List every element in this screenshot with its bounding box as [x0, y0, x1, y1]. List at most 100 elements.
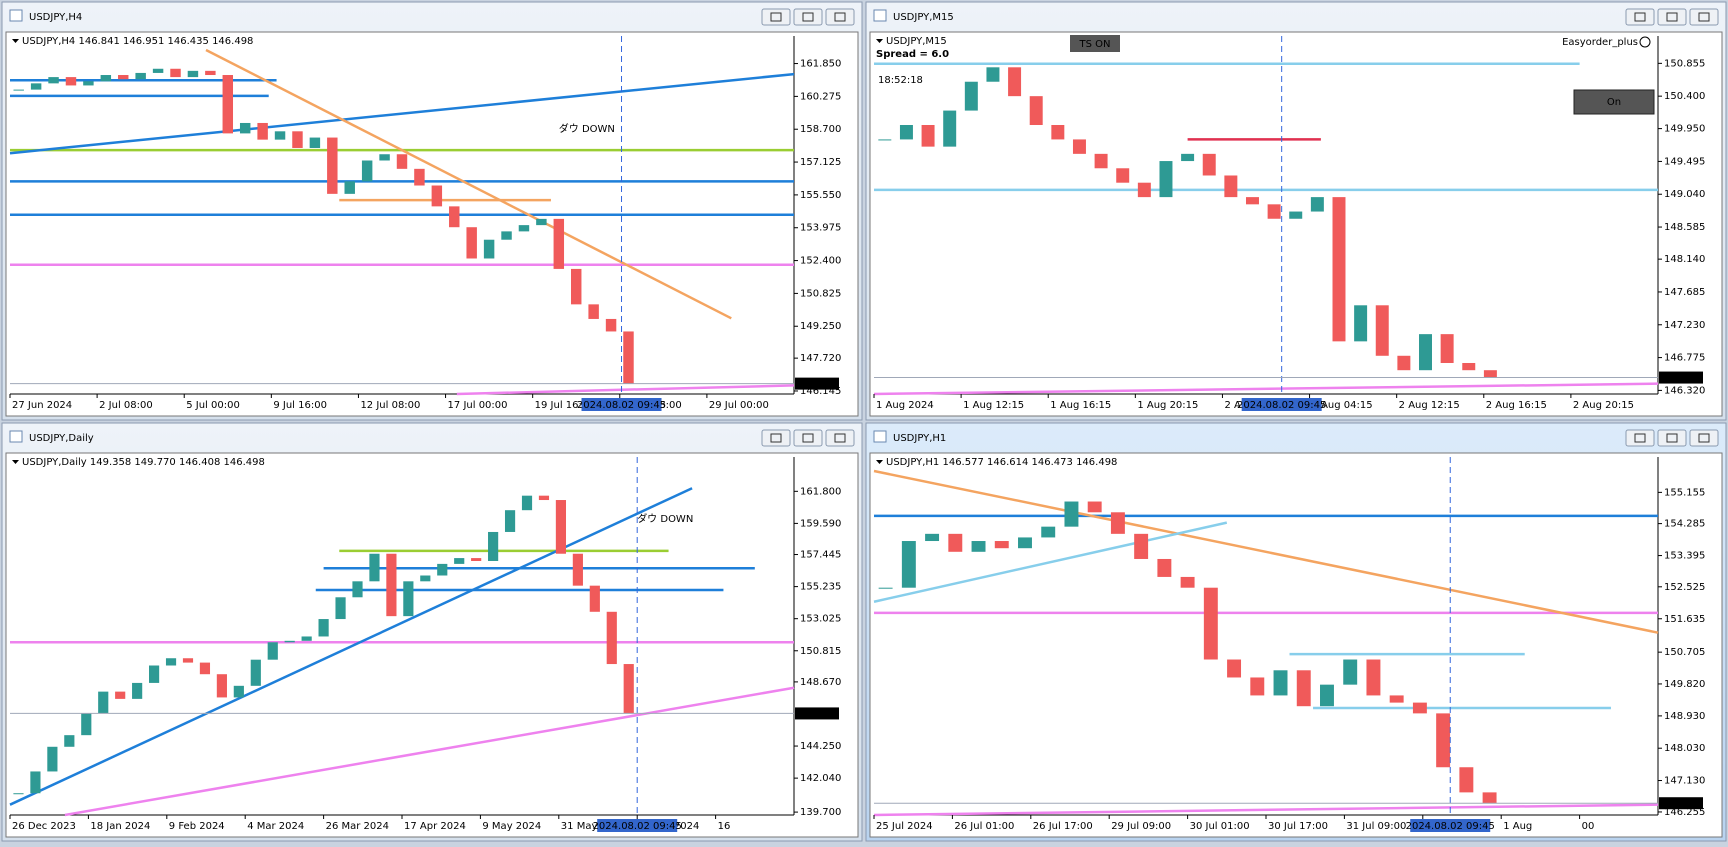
chart-area [5, 31, 859, 417]
x-tick-label: 9 Feb 2024 [169, 821, 225, 832]
candle [1245, 197, 1259, 205]
candle [1320, 684, 1334, 707]
candle [132, 682, 143, 699]
last-price-label: 146.498 [798, 379, 839, 390]
candle [327, 137, 338, 194]
y-tick-label: 146.775 [1664, 353, 1705, 364]
candle [1397, 355, 1411, 371]
y-tick-label: 149.250 [800, 321, 841, 332]
candle [83, 81, 94, 86]
candle [948, 533, 963, 552]
candle [504, 510, 516, 532]
close-glyph [834, 12, 846, 22]
candle [1296, 670, 1311, 707]
candle [309, 137, 321, 148]
x-tick-label: 12 Jul 08:00 [360, 400, 420, 411]
y-tick-label: 149.495 [1664, 156, 1705, 167]
x-tick-label: 31 Jul 09:00 [1346, 821, 1406, 832]
candle [538, 495, 550, 501]
window-title: USDJPY,H4 [29, 12, 82, 23]
maximize-button[interactable] [1657, 429, 1687, 447]
candle [257, 122, 268, 140]
close-button[interactable] [1689, 429, 1719, 447]
candle [1072, 139, 1086, 154]
chart-header: USDJPY,H4 146.841 146.951 146.435 146.49… [22, 36, 253, 47]
candle [536, 218, 547, 226]
candle [1087, 501, 1102, 513]
candle [233, 685, 244, 698]
candle [623, 664, 634, 714]
maximize-button[interactable] [793, 429, 823, 447]
candle [943, 110, 957, 147]
close-button[interactable] [825, 429, 855, 447]
x-tick-label: 4 Mar 2024 [247, 821, 304, 832]
x-tick-label: 30 Jul 01:00 [1190, 821, 1250, 832]
candle [994, 541, 1009, 549]
y-tick-label: 161.850 [800, 59, 841, 70]
candle [964, 81, 978, 111]
y-tick-label: 146.320 [1664, 385, 1705, 396]
minimize-button[interactable] [761, 8, 791, 26]
x-tick-label: 26 Jul 17:00 [1033, 821, 1093, 832]
y-tick-label: 147.720 [800, 353, 841, 364]
x-tick-label: 2 Aug 20:15 [1573, 400, 1634, 411]
maximize-button[interactable] [1657, 8, 1687, 26]
candle [1366, 659, 1381, 696]
ts-button[interactable] [1070, 35, 1120, 52]
y-tick-label: 148.030 [1664, 743, 1705, 754]
candle [239, 122, 251, 134]
candle [454, 558, 465, 564]
minimize-glyph [770, 433, 782, 443]
maximize-glyph [802, 433, 814, 443]
x-tick-label: 9 Jul 16:00 [273, 400, 327, 411]
close-button[interactable] [825, 8, 855, 26]
on-button[interactable] [1573, 89, 1655, 115]
chart-window: USDJPY,H4 USDJPY,H4 146.841 146.951 146.4… [1, 1, 863, 421]
x-tick-label: 30 Jul 17:00 [1268, 821, 1328, 832]
candle [570, 268, 582, 305]
candle [518, 225, 530, 232]
candle [1227, 659, 1242, 678]
candle [369, 553, 380, 582]
candle [414, 168, 425, 186]
candle [1051, 125, 1065, 140]
y-tick-label: 150.855 [1664, 58, 1705, 69]
y-tick-label: 147.685 [1664, 287, 1705, 298]
y-tick-label: 149.820 [1664, 679, 1705, 690]
y-tick-label: 161.800 [800, 486, 841, 497]
maximize-button[interactable] [793, 8, 823, 26]
maximize-glyph [1666, 12, 1678, 22]
minimize-button[interactable] [1625, 429, 1655, 447]
candle [878, 587, 893, 589]
candle [216, 674, 227, 698]
candle [30, 83, 42, 90]
candle [1459, 767, 1474, 793]
x-tick-label: 25 Jul 2024 [876, 821, 933, 832]
candle [1008, 67, 1022, 97]
candle [403, 581, 414, 617]
y-tick-label: 154.285 [1664, 519, 1705, 530]
candle [250, 659, 261, 686]
annotation: ダウ DOWN [559, 122, 615, 135]
candle [1094, 153, 1108, 169]
ts-button-label: TS ON [1079, 39, 1111, 50]
y-tick-label: 152.525 [1664, 582, 1705, 593]
minimize-button[interactable] [761, 429, 791, 447]
candle [572, 553, 583, 586]
x-tick-label: 5 Jul 00:00 [186, 400, 240, 411]
candle [335, 597, 346, 620]
minimize-button[interactable] [1625, 8, 1655, 26]
marker-label-box [1241, 398, 1322, 411]
x-tick-label: 19 Jul 16:00 [535, 400, 595, 411]
chart-header: USDJPY,M15 [886, 36, 947, 47]
last-price-box [1659, 371, 1703, 384]
marker-label-box [581, 398, 662, 411]
candle [1041, 526, 1056, 538]
y-tick-label: 139.700 [800, 807, 841, 818]
close-glyph [1698, 433, 1710, 443]
y-tick-label: 146.145 [800, 386, 841, 397]
candle [1202, 153, 1216, 176]
close-glyph [1698, 12, 1710, 22]
candle [1267, 204, 1281, 219]
close-button[interactable] [1689, 8, 1719, 26]
